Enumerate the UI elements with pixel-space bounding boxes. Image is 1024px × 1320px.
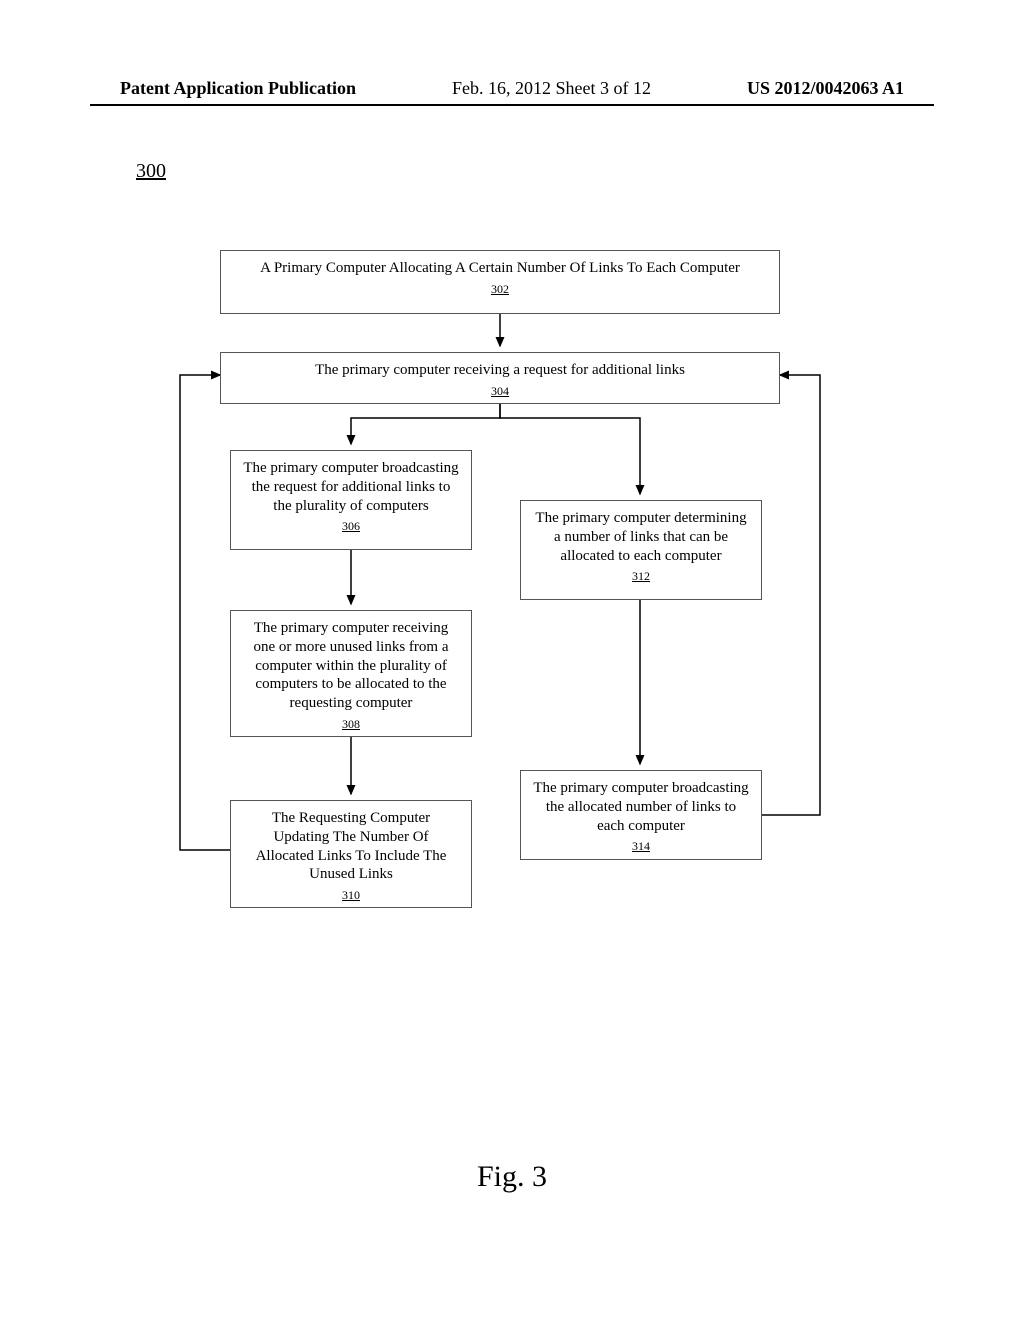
flow-box-312: The primary computer determining a numbe…	[520, 500, 762, 600]
flow-box-306: The primary computer broadcasting the re…	[230, 450, 472, 550]
page-header: Patent Application Publication Feb. 16, …	[0, 78, 1024, 99]
flow-box-text: The primary computer receiving a request…	[315, 362, 685, 378]
flow-box-text: The primary computer broadcasting the re…	[243, 460, 458, 514]
figure-reference-number: 300	[136, 160, 166, 183]
flow-box-number: 302	[233, 282, 767, 297]
flow-box-304: The primary computer receiving a request…	[220, 352, 780, 404]
flow-box-308: The primary computer receiving one or mo…	[230, 610, 472, 737]
header-left: Patent Application Publication	[120, 78, 356, 99]
flow-box-number: 310	[243, 888, 459, 903]
flow-box-text: The primary computer broadcasting the al…	[533, 780, 748, 834]
flow-box-text: The Requesting Computer Updating The Num…	[256, 810, 447, 882]
header-rule	[90, 104, 934, 106]
flow-box-number: 304	[233, 384, 767, 399]
flow-box-text: The primary computer determining a numbe…	[535, 510, 746, 564]
header-right: US 2012/0042063 A1	[747, 78, 904, 99]
flow-box-310: The Requesting Computer Updating The Num…	[230, 800, 472, 908]
flow-box-number: 306	[243, 519, 459, 534]
flow-box-text: A Primary Computer Allocating A Certain …	[260, 260, 740, 276]
flow-box-302: A Primary Computer Allocating A Certain …	[220, 250, 780, 314]
flow-box-text: The primary computer receiving one or mo…	[254, 620, 449, 711]
flow-box-314: The primary computer broadcasting the al…	[520, 770, 762, 860]
figure-caption: Fig. 3	[0, 1160, 1024, 1194]
flow-box-number: 312	[533, 569, 749, 584]
header-center: Feb. 16, 2012 Sheet 3 of 12	[452, 78, 651, 99]
flowchart: A Primary Computer Allocating A Certain …	[120, 240, 904, 1000]
flow-box-number: 308	[243, 717, 459, 732]
flow-box-number: 314	[533, 839, 749, 854]
